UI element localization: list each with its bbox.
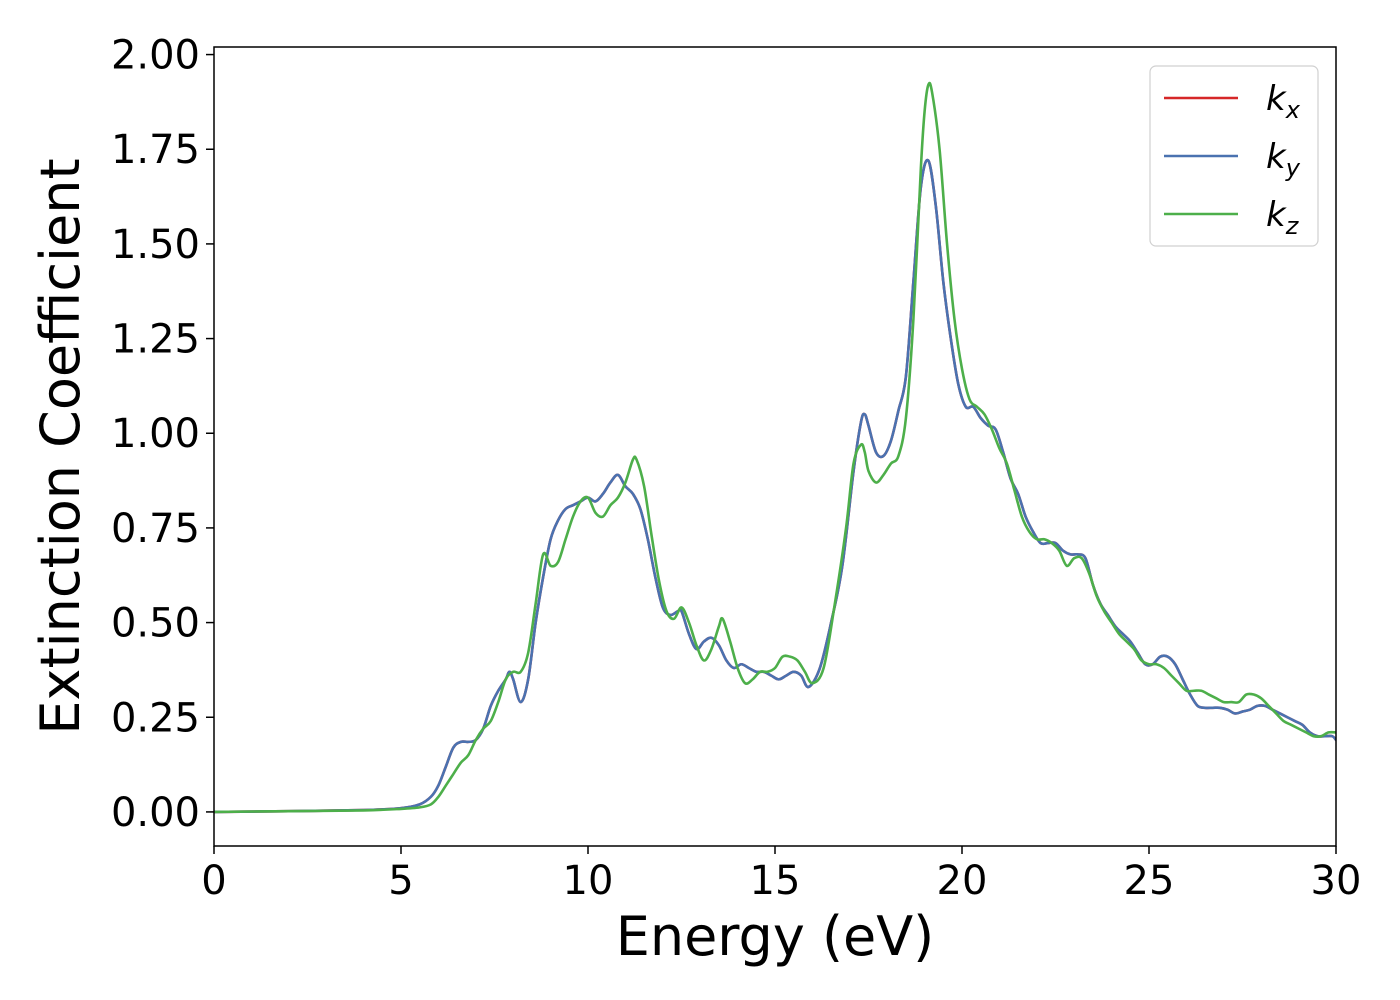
y-axis-label: Extinction Coefficient — [29, 158, 92, 734]
y-tick-label: 0.75 — [111, 506, 200, 552]
legend-label-kx: kx — [1266, 79, 1301, 124]
legend-label-ky: ky — [1266, 137, 1301, 182]
legend-label-subscript: y — [1285, 154, 1301, 182]
y-tick-label: 0.25 — [111, 695, 200, 741]
x-tick-label: 15 — [750, 858, 801, 904]
x-axis: 0 5 10 15 20 25 30 — [201, 846, 1361, 904]
x-tick-label: 30 — [1311, 858, 1362, 904]
x-axis-label: Energy (eV) — [616, 905, 935, 968]
legend-label-subscript: x — [1285, 96, 1301, 124]
legend-label-base: k — [1266, 195, 1287, 235]
y-tick-label: 0.50 — [111, 601, 200, 647]
y-axis: 0.00 0.25 0.50 0.75 1.00 1.25 1.50 1.75 2.00 — [111, 33, 214, 836]
x-tick-label: 5 — [388, 858, 413, 904]
legend-label-kz: kz — [1266, 195, 1300, 240]
y-tick-label: 1.00 — [111, 411, 200, 457]
series-line-ky — [214, 158, 1336, 814]
series-line-kz — [214, 81, 1336, 814]
legend-label-subscript: z — [1285, 212, 1300, 240]
series-layer — [214, 81, 1336, 814]
x-tick-label: 10 — [563, 858, 614, 904]
y-tick-label: 1.50 — [111, 222, 200, 268]
y-tick-label: 1.75 — [111, 127, 200, 173]
y-tick-label: 0.00 — [111, 790, 200, 836]
x-tick-label: 25 — [1124, 858, 1175, 904]
x-tick-label: 0 — [201, 858, 226, 904]
legend-label-base: k — [1266, 79, 1287, 119]
x-tick-label: 20 — [937, 858, 988, 904]
y-tick-label: 2.00 — [111, 33, 200, 79]
y-tick-label: 1.25 — [111, 317, 200, 363]
legend-label-base: k — [1266, 137, 1287, 177]
